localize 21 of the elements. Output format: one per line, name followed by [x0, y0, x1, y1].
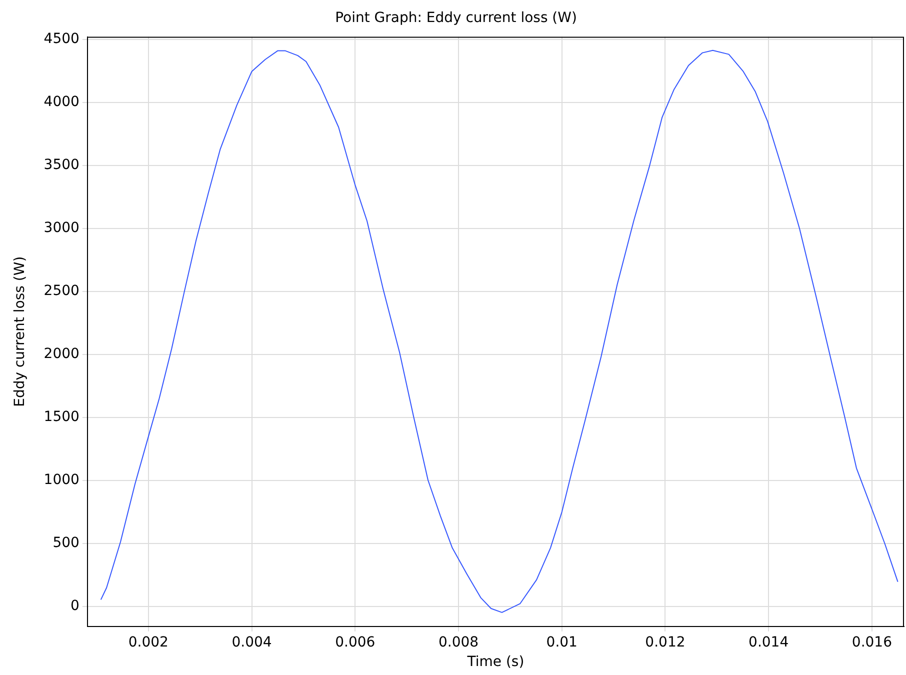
x-tick-label: 0.008 [438, 634, 479, 650]
y-tick-label: 2500 [44, 283, 80, 300]
x-axis-title: Time (s) [466, 654, 524, 670]
x-tick-label: 0.01 [546, 634, 578, 650]
x-tick-label: 0.002 [128, 634, 168, 650]
y-tick-label: 3500 [44, 157, 80, 174]
y-tick-label: 3000 [44, 220, 80, 236]
x-tick-label: 0.012 [645, 634, 686, 650]
y-axis-title: Eddy current loss (W) [12, 256, 28, 407]
x-tick-label: 0.004 [232, 634, 272, 650]
y-tick-label: 4500 [44, 31, 80, 48]
x-tick-label: 0.006 [335, 634, 376, 650]
y-tick-label: 0 [70, 598, 80, 614]
y-tick-label: 500 [52, 535, 80, 552]
x-tick-label: 0.016 [852, 634, 892, 650]
y-tick-label: 2000 [44, 346, 80, 362]
y-tick-label: 1500 [44, 409, 80, 426]
chart-title: Point Graph: Eddy current loss (W) [335, 10, 577, 26]
y-tick-label: 4000 [44, 94, 80, 110]
y-tick-label: 1000 [44, 472, 80, 488]
x-tick-label: 0.014 [748, 634, 789, 650]
